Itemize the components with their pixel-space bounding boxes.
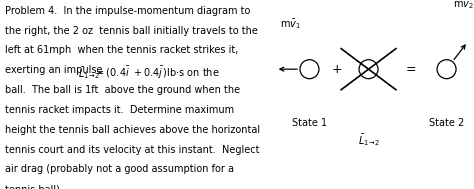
Text: =: =	[405, 63, 416, 76]
Text: the right, the 2 oz  tennis ball initially travels to the: the right, the 2 oz tennis ball initiall…	[5, 26, 258, 36]
Text: $\bar{L}_{1\!\rightarrow\!2}$: $\bar{L}_{1\!\rightarrow\!2}$	[78, 65, 99, 81]
Text: ball.  The ball is 1ft  above the ground when the: ball. The ball is 1ft above the ground w…	[5, 85, 241, 95]
Text: tennis court and its velocity at this instant.  Neglect: tennis court and its velocity at this in…	[5, 145, 260, 155]
Text: exerting an impulse: exerting an impulse	[5, 65, 106, 75]
Text: tennis racket impacts it.  Determine maximum: tennis racket impacts it. Determine maxi…	[5, 105, 235, 115]
Text: $\bar{L}_{1\!\rightarrow\!2}$: $\bar{L}_{1\!\rightarrow\!2}$	[358, 132, 379, 148]
Text: left at 61mph  when the tennis racket strikes it,: left at 61mph when the tennis racket str…	[5, 45, 239, 55]
Text: m$\bar{v}_2$: m$\bar{v}_2$	[453, 0, 474, 11]
Text: tennis ball).: tennis ball).	[5, 184, 64, 189]
Text: Problem 4.  In the impulse-momentum diagram to: Problem 4. In the impulse-momentum diagr…	[5, 6, 251, 16]
Text: $=(0.4\bar{i}\ +0.4\bar{j}\,)$lb$\cdot$s on the: $=(0.4\bar{i}\ +0.4\bar{j}\,)$lb$\cdot$s…	[94, 65, 219, 81]
Text: air drag (probably not a good assumption for a: air drag (probably not a good assumption…	[5, 164, 235, 174]
Text: State 1: State 1	[292, 118, 327, 128]
Text: +: +	[332, 63, 342, 76]
Text: State 2: State 2	[429, 118, 464, 128]
Text: m$\bar{v}_1$: m$\bar{v}_1$	[280, 17, 301, 31]
Text: height the tennis ball achieves above the horizontal: height the tennis ball achieves above th…	[5, 125, 261, 135]
